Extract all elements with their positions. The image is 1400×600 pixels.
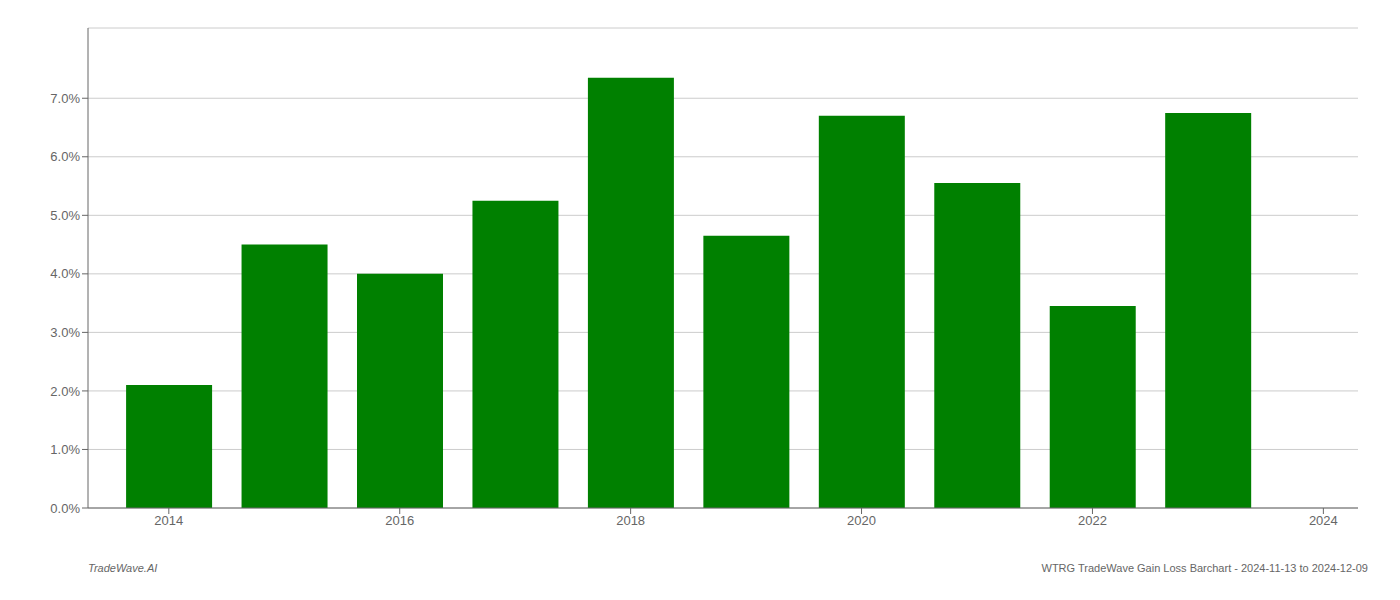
svg-text:2.0%: 2.0% [50, 384, 80, 399]
html-text:WTRG TradeWave Gain Loss Barch: WTRG TradeWave Gain Loss Barchart - 2024… [1041, 562, 1368, 574]
svg-text:2020: 2020 [847, 513, 876, 528]
svg-text:2016: 2016 [385, 513, 414, 528]
html-text:TradeWave.AI: TradeWave.AI [88, 562, 158, 574]
svg-text:1.0%: 1.0% [50, 442, 80, 457]
svg-text:0.0%: 0.0% [50, 501, 80, 516]
svg-text:4.0%: 4.0% [50, 266, 80, 281]
svg-text:2024: 2024 [1309, 513, 1338, 528]
svg-text:2022: 2022 [1078, 513, 1107, 528]
svg-text:6.0%: 6.0% [50, 149, 80, 164]
svg-text:3.0%: 3.0% [50, 325, 80, 340]
svg-text:2018: 2018 [616, 513, 645, 528]
svg-text:2014: 2014 [154, 513, 183, 528]
svg-text:7.0%: 7.0% [50, 91, 80, 106]
svg-text:5.0%: 5.0% [50, 208, 80, 223]
